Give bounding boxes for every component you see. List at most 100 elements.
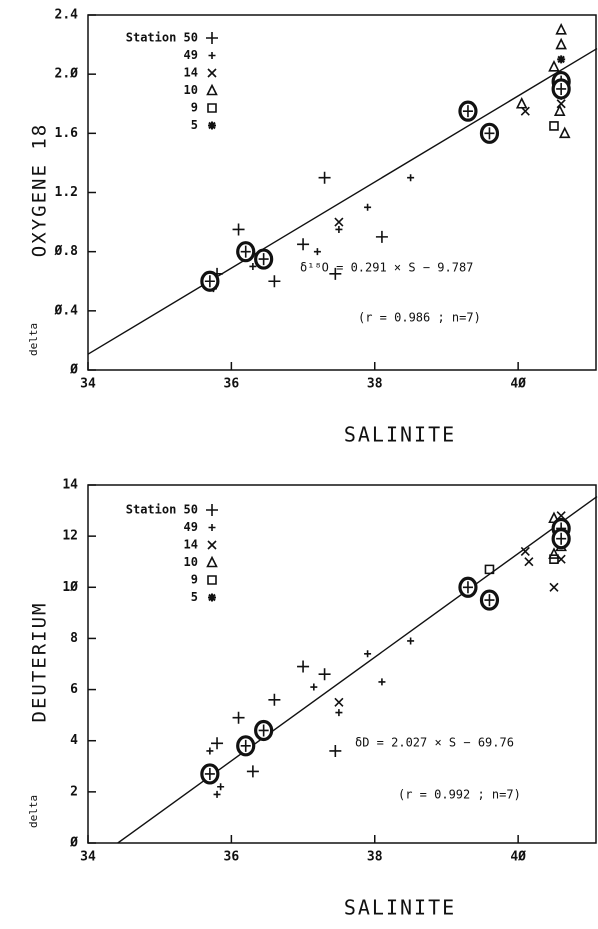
marker-shape	[208, 524, 216, 531]
marker-shape	[484, 594, 495, 607]
marker-shape	[462, 581, 473, 594]
marker-shape	[208, 593, 216, 602]
y-tick-label: 2.Ø	[55, 67, 79, 82]
marker-shape	[548, 59, 560, 72]
point	[479, 122, 500, 144]
point	[548, 59, 560, 72]
point	[246, 765, 259, 778]
point	[236, 241, 256, 263]
marker-shape	[297, 238, 310, 251]
y-tick-label: 12	[62, 529, 78, 544]
marker-shape	[375, 230, 388, 243]
marker-shape	[207, 103, 217, 113]
legend-marker	[208, 52, 216, 59]
marker-shape	[297, 660, 310, 673]
marker-shape	[246, 765, 259, 778]
marker-shape	[206, 504, 218, 516]
marker-shape	[258, 253, 269, 266]
point	[557, 55, 566, 64]
marker-shape	[207, 575, 217, 585]
point	[520, 546, 530, 557]
marker-shape	[462, 105, 473, 118]
point	[378, 678, 386, 686]
point	[334, 697, 344, 707]
x-axis-label: SALINITE	[344, 896, 456, 920]
marker-shape	[556, 532, 567, 545]
point	[407, 637, 415, 645]
marker-shape	[240, 245, 251, 258]
legend-label: 9	[191, 101, 198, 115]
point	[549, 554, 559, 564]
marker-shape	[268, 693, 281, 706]
plot-frame	[87, 484, 597, 844]
annotation: (r = 0.992 ; n=7)	[398, 788, 521, 802]
legend-marker	[206, 32, 218, 44]
marker-shape	[206, 747, 214, 755]
marker-shape	[207, 540, 217, 550]
y-tick-label: Ø	[69, 836, 78, 851]
marker-shape	[310, 683, 318, 691]
legend-marker	[207, 540, 217, 550]
y-axis-label: OXYGENE 18	[29, 123, 51, 257]
point	[254, 719, 274, 742]
marker-shape	[378, 678, 386, 686]
marker-shape	[206, 83, 218, 96]
marker-shape	[549, 554, 559, 564]
legend-label: 14	[184, 538, 198, 552]
marker-shape	[206, 32, 218, 44]
marker-shape	[217, 783, 225, 791]
y-tick-label: 2	[70, 784, 78, 799]
point	[329, 267, 342, 280]
y-tick-label: 2.4	[55, 8, 79, 23]
y-axis-label-prefix: delta	[27, 795, 40, 828]
point	[551, 528, 571, 550]
marker-shape	[204, 275, 215, 288]
regression-line	[87, 47, 598, 355]
marker-shape	[329, 267, 342, 280]
marker-shape	[213, 790, 221, 798]
x-tick-label: 38	[367, 377, 383, 392]
legend-label: 5	[191, 590, 198, 604]
legend-label: 49	[184, 48, 198, 62]
point	[558, 126, 571, 139]
legend-marker	[206, 83, 218, 96]
marker-shape	[484, 564, 495, 575]
marker-shape	[555, 37, 567, 50]
point	[458, 576, 478, 598]
legend-label: Station 50	[126, 503, 198, 517]
marker-shape	[211, 737, 224, 750]
marker-shape	[548, 547, 560, 559]
point	[555, 37, 567, 50]
point	[268, 693, 281, 706]
legend-label: Station 50	[126, 31, 198, 45]
legend-marker	[208, 593, 216, 602]
legend-marker	[208, 121, 216, 130]
y-axis-label: DEUTERIUM	[29, 602, 51, 723]
marker-shape	[364, 650, 372, 658]
marker-shape	[208, 121, 216, 130]
marker-shape	[268, 275, 281, 288]
point	[318, 668, 331, 681]
y-tick-label: Ø.4	[54, 303, 79, 318]
point	[268, 275, 281, 288]
point	[335, 225, 343, 233]
marker-shape	[249, 262, 257, 270]
legend-marker	[208, 524, 216, 531]
x-tick-label: 34	[80, 850, 96, 865]
marker-shape	[207, 68, 217, 78]
y-tick-label: 8	[70, 631, 78, 646]
x-tick-label: 36	[224, 377, 240, 392]
point	[375, 230, 388, 243]
point	[555, 23, 567, 35]
legend-label: 10	[184, 83, 198, 97]
point	[334, 217, 344, 227]
x-tick-label: 36	[224, 850, 240, 865]
y-tick-label: Ø	[69, 363, 78, 378]
marker-shape	[484, 127, 495, 140]
marker-shape	[204, 767, 215, 780]
marker-shape	[334, 697, 344, 707]
legend-marker	[206, 555, 218, 568]
marker-shape	[334, 217, 344, 227]
annotation: δD = 2.027 × S − 69.76	[355, 736, 514, 750]
